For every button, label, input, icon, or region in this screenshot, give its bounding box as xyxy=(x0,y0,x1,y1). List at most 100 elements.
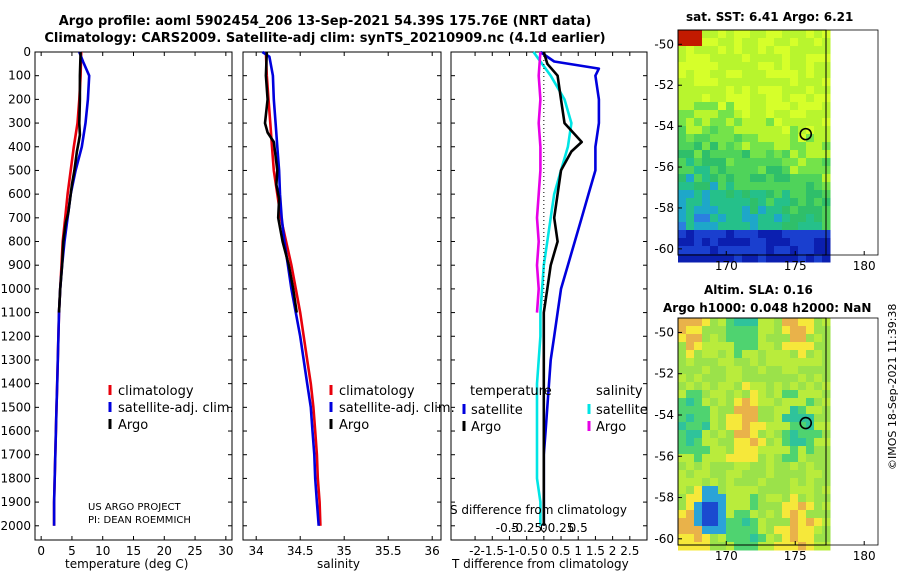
y-tick-label: 700 xyxy=(8,211,31,225)
altim_sla_map-cell xyxy=(734,494,743,503)
sat_sst_map-axes-frame xyxy=(677,29,879,256)
altim_sla_map-cell xyxy=(686,430,695,439)
sat_sst_map-cell xyxy=(702,30,711,39)
sat_sst_map-cell xyxy=(726,38,735,47)
difference-legend-label: Argo xyxy=(596,420,626,435)
sat_sst_map-cell xyxy=(798,198,807,207)
altim_sla_map-cell xyxy=(710,358,719,367)
sat_sst_map-cell xyxy=(750,54,759,63)
sat_sst_map-cell xyxy=(798,254,807,263)
sat_sst_map-cell xyxy=(798,222,807,231)
altim_sla_map-cell xyxy=(758,462,767,471)
sat_sst_map-cell xyxy=(710,246,719,255)
altim_sla_map-cell xyxy=(686,462,695,471)
altim_sla_map-cell xyxy=(726,478,735,487)
altim_sla_map-cell xyxy=(774,430,783,439)
altim_sla_map-cell xyxy=(678,526,687,535)
altim_sla_map-cell xyxy=(814,398,823,407)
altim_sla_map-cell xyxy=(726,470,735,479)
sat_sst_map-cell xyxy=(798,166,807,175)
difference-xtick-label: -0.5 xyxy=(515,544,538,558)
sat_sst_map-cell xyxy=(710,78,719,87)
sat_sst_map-cell xyxy=(766,246,775,255)
sat_sst_map-cell xyxy=(734,86,743,95)
sat_sst_map-cell xyxy=(814,246,823,255)
sat_sst_map-cell xyxy=(734,158,743,167)
altim_sla_map-cell xyxy=(702,390,711,399)
sat_sst_map-cell xyxy=(686,214,695,223)
altim_sla_map-cell xyxy=(734,342,743,351)
sat_sst_map-cell xyxy=(774,206,783,215)
sat_sst_map-cell xyxy=(782,62,791,71)
altim_sla_map-cell xyxy=(814,502,823,511)
sat_sst_map-cell xyxy=(814,94,823,103)
sat_sst_map-cell xyxy=(766,206,775,215)
altim_sla_map-cell xyxy=(774,454,783,463)
sat_sst_map-cell xyxy=(702,206,711,215)
sat_sst_map-cell xyxy=(742,62,751,71)
altim_sla_map-cell xyxy=(782,422,791,431)
altim_sla_map-cell xyxy=(750,518,759,527)
altim_sla_map-cell xyxy=(814,382,823,391)
altim_sla_map-cell xyxy=(710,486,719,495)
altim_sla_map-cell xyxy=(710,342,719,351)
altim_sla_map-cell xyxy=(790,406,799,415)
sat_sst_map-cell xyxy=(726,30,735,39)
sat_sst_map-cell xyxy=(774,38,783,47)
salinity-series-satellite-adj-clim- xyxy=(261,50,320,526)
sat_sst_map-cell xyxy=(726,118,735,127)
altim_sla_map-cell xyxy=(766,398,775,407)
sat_sst_map-cell xyxy=(750,62,759,71)
difference-x2label: S difference from climatology xyxy=(450,503,627,517)
altim_sla_map-cell xyxy=(742,382,751,391)
sat_sst_map-cell xyxy=(742,166,751,175)
sat_sst_map-cell xyxy=(702,246,711,255)
sat_sst_map-cell xyxy=(790,230,799,239)
altim_sla_map-cell xyxy=(678,430,687,439)
altim_sla_map-cell xyxy=(734,462,743,471)
sat_sst_map-cell xyxy=(742,126,751,135)
altim_sla_map-cell xyxy=(686,510,695,519)
sat_sst_map-cell xyxy=(702,174,711,183)
sat_sst_map-cell xyxy=(742,182,751,191)
altim_sla_map-cell xyxy=(758,430,767,439)
sat_sst_map-cell xyxy=(726,46,735,55)
sat_sst_map-cell xyxy=(790,62,799,71)
sat_sst_map-cell xyxy=(710,38,719,47)
altim_sla_map-cell xyxy=(750,438,759,447)
altim_sla_map-cell xyxy=(686,374,695,383)
altim_sla_map-cell xyxy=(718,486,727,495)
sat_sst_map-cell xyxy=(798,46,807,55)
altim_sla_map-cell xyxy=(694,334,703,343)
altim_sla_map-cell xyxy=(782,358,791,367)
sat_sst_map-cell xyxy=(790,246,799,255)
sat_sst_map-cell xyxy=(750,198,759,207)
altim_sla_map-cell xyxy=(766,342,775,351)
altim_sla_map-cell xyxy=(750,318,759,327)
altim_sla_map-cell xyxy=(678,334,687,343)
sat_sst_map-cell xyxy=(726,158,735,167)
altim_sla_map-cell xyxy=(814,494,823,503)
sat_sst_map-cell xyxy=(678,86,687,95)
sat_sst_map-cell xyxy=(790,110,799,119)
sat_sst_map-cell xyxy=(782,246,791,255)
altim_sla_map-cell xyxy=(750,382,759,391)
sat_sst_map-cell xyxy=(766,214,775,223)
sat_sst_map-cell xyxy=(694,54,703,63)
sat_sst_map-cell xyxy=(718,150,727,159)
sat_sst_map-cell xyxy=(726,54,735,63)
sat_sst_map-cell xyxy=(798,214,807,223)
altim_sla_map-cell xyxy=(710,542,719,551)
sat_sst_map-cell xyxy=(710,182,719,191)
altim_sla_map-cell xyxy=(718,422,727,431)
altim_sla_map-cell xyxy=(726,390,735,399)
altim_sla_map-cell xyxy=(702,326,711,335)
sat_sst_map-cell xyxy=(678,78,687,87)
sat_sst_map-cell xyxy=(758,54,767,63)
altim_sla_map-cell xyxy=(726,350,735,359)
difference-xtick-label: 1 xyxy=(574,544,582,558)
altim_sla_map-cell xyxy=(774,470,783,479)
altim_sla_map-cell xyxy=(694,342,703,351)
altim_sla_map-cell xyxy=(718,390,727,399)
altim_sla_map-cell xyxy=(790,342,799,351)
